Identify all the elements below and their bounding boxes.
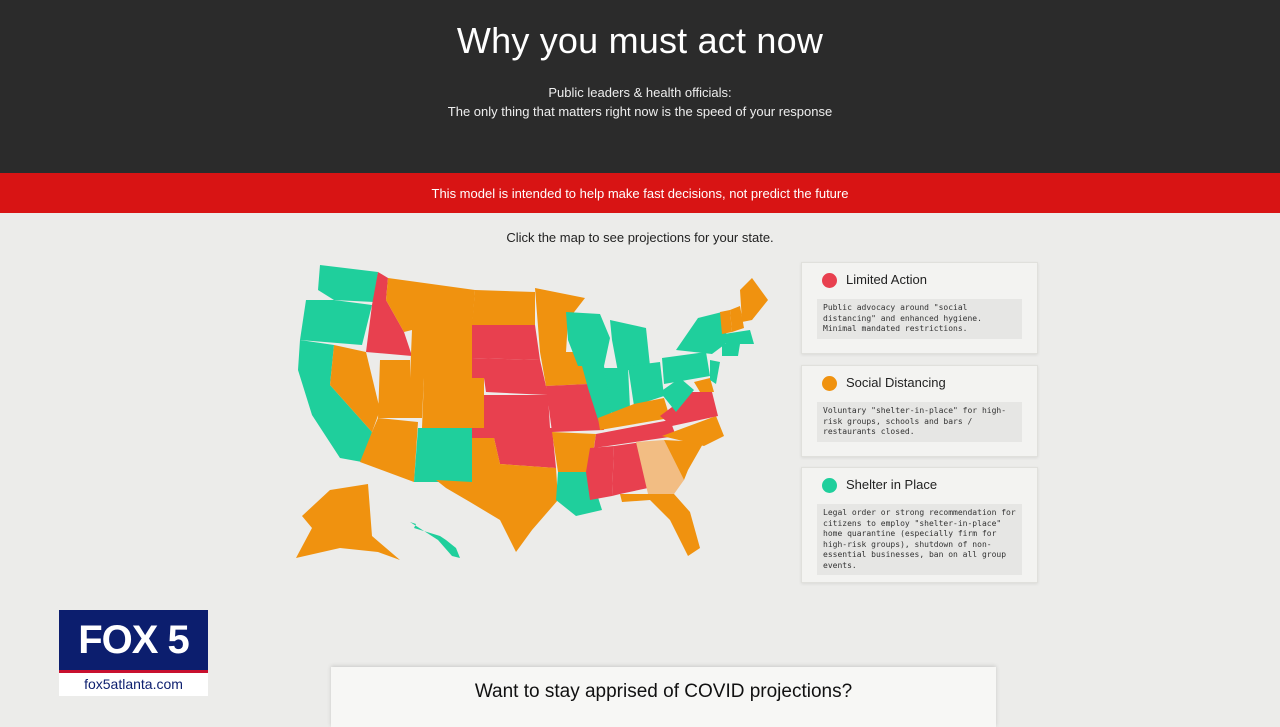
state-alabama[interactable]	[612, 442, 648, 496]
legend-desc-social-distancing: Voluntary "shelter-in-place" for high-ri…	[817, 402, 1022, 442]
state-california[interactable]	[298, 340, 372, 462]
social-distancing-dot-icon	[822, 376, 837, 391]
state-new-hampshire[interactable]	[730, 306, 744, 332]
state-new-york[interactable]	[676, 312, 728, 354]
fox5-logo-text: FOX 5	[78, 618, 190, 662]
map-instruction: Click the map to see projections for you…	[506, 230, 774, 245]
state-north-dakota[interactable]	[472, 290, 535, 325]
state-utah[interactable]	[378, 360, 424, 418]
state-south-dakota[interactable]	[472, 325, 540, 360]
state-illinois[interactable]	[582, 366, 612, 426]
page-title: Why you must act now	[456, 20, 824, 61]
state-mississippi[interactable]	[586, 446, 614, 500]
state-tennessee[interactable]	[594, 420, 676, 448]
state-washington[interactable]	[318, 265, 378, 302]
state-minnesota[interactable]	[535, 288, 585, 352]
state-north-carolina[interactable]	[662, 416, 724, 446]
state-maine[interactable]	[740, 278, 768, 322]
state-new-jersey[interactable]	[710, 360, 720, 384]
header-subtitle-line1: Public leaders & health officials:	[548, 85, 732, 100]
state-arkansas[interactable]	[552, 432, 596, 472]
legend-card-limited-action: Limited Action Public advocacy around "s…	[801, 262, 1038, 354]
state-arizona[interactable]	[360, 418, 418, 482]
subscribe-panel: Want to stay apprised of COVID projectio…	[331, 667, 996, 727]
state-alaska[interactable]	[296, 484, 400, 560]
state-maryland[interactable]	[694, 378, 714, 392]
state-pennsylvania[interactable]	[662, 352, 710, 384]
state-new-mexico[interactable]	[414, 428, 472, 482]
legend-title-limited-action: Limited Action	[846, 272, 927, 287]
state-nevada[interactable]	[330, 345, 380, 432]
state-georgia[interactable]	[636, 440, 684, 494]
header-subtitle-line2: The only thing that matters right now is…	[447, 104, 833, 119]
state-michigan[interactable]	[610, 320, 650, 372]
us-states-map[interactable]	[290, 258, 780, 568]
legend-desc-limited-action: Public advocacy around "social distancin…	[817, 299, 1022, 339]
subscribe-title: Want to stay apprised of COVID projectio…	[474, 681, 853, 702]
state-idaho[interactable]	[366, 272, 412, 356]
state-missouri[interactable]	[546, 384, 604, 432]
warning-banner: This model is intended to help make fast…	[0, 173, 1280, 213]
state-oregon[interactable]	[300, 300, 372, 345]
fox5-logo: FOX 5	[59, 610, 208, 673]
state-wisconsin[interactable]	[566, 312, 610, 366]
legend-desc-shelter-in-place: Legal order or strong recommendation for…	[817, 504, 1022, 575]
limited-action-dot-icon	[822, 273, 837, 288]
state-florida[interactable]	[620, 494, 700, 556]
shelter-in-place-dot-icon	[822, 478, 837, 493]
state-west-virginia[interactable]	[660, 378, 694, 412]
state-kentucky[interactable]	[598, 398, 670, 430]
state-connecticut[interactable]	[722, 344, 740, 356]
state-hawaii[interactable]	[410, 522, 460, 558]
state-montana[interactable]	[386, 278, 475, 332]
legend-title-shelter-in-place: Shelter in Place	[846, 477, 938, 492]
fox5-url: fox5atlanta.com	[59, 673, 208, 696]
state-massachusetts[interactable]	[724, 330, 754, 344]
legend-card-shelter-in-place: Shelter in Place Legal order or strong r…	[801, 467, 1038, 583]
top-header: Why you must act now Public leaders & he…	[0, 0, 1280, 173]
state-wyoming[interactable]	[410, 330, 472, 378]
legend-title-social-distancing: Social Distancing	[846, 375, 946, 390]
state-virginia[interactable]	[660, 392, 718, 426]
state-ohio[interactable]	[628, 362, 664, 406]
state-nebraska[interactable]	[472, 358, 548, 395]
legend-card-social-distancing: Social Distancing Voluntary "shelter-in-…	[801, 365, 1038, 457]
state-kansas[interactable]	[484, 395, 550, 428]
state-indiana[interactable]	[604, 368, 630, 414]
state-texas[interactable]	[436, 438, 558, 552]
state-south-carolina[interactable]	[664, 440, 704, 480]
state-colorado[interactable]	[422, 378, 484, 428]
state-vermont[interactable]	[720, 310, 732, 334]
